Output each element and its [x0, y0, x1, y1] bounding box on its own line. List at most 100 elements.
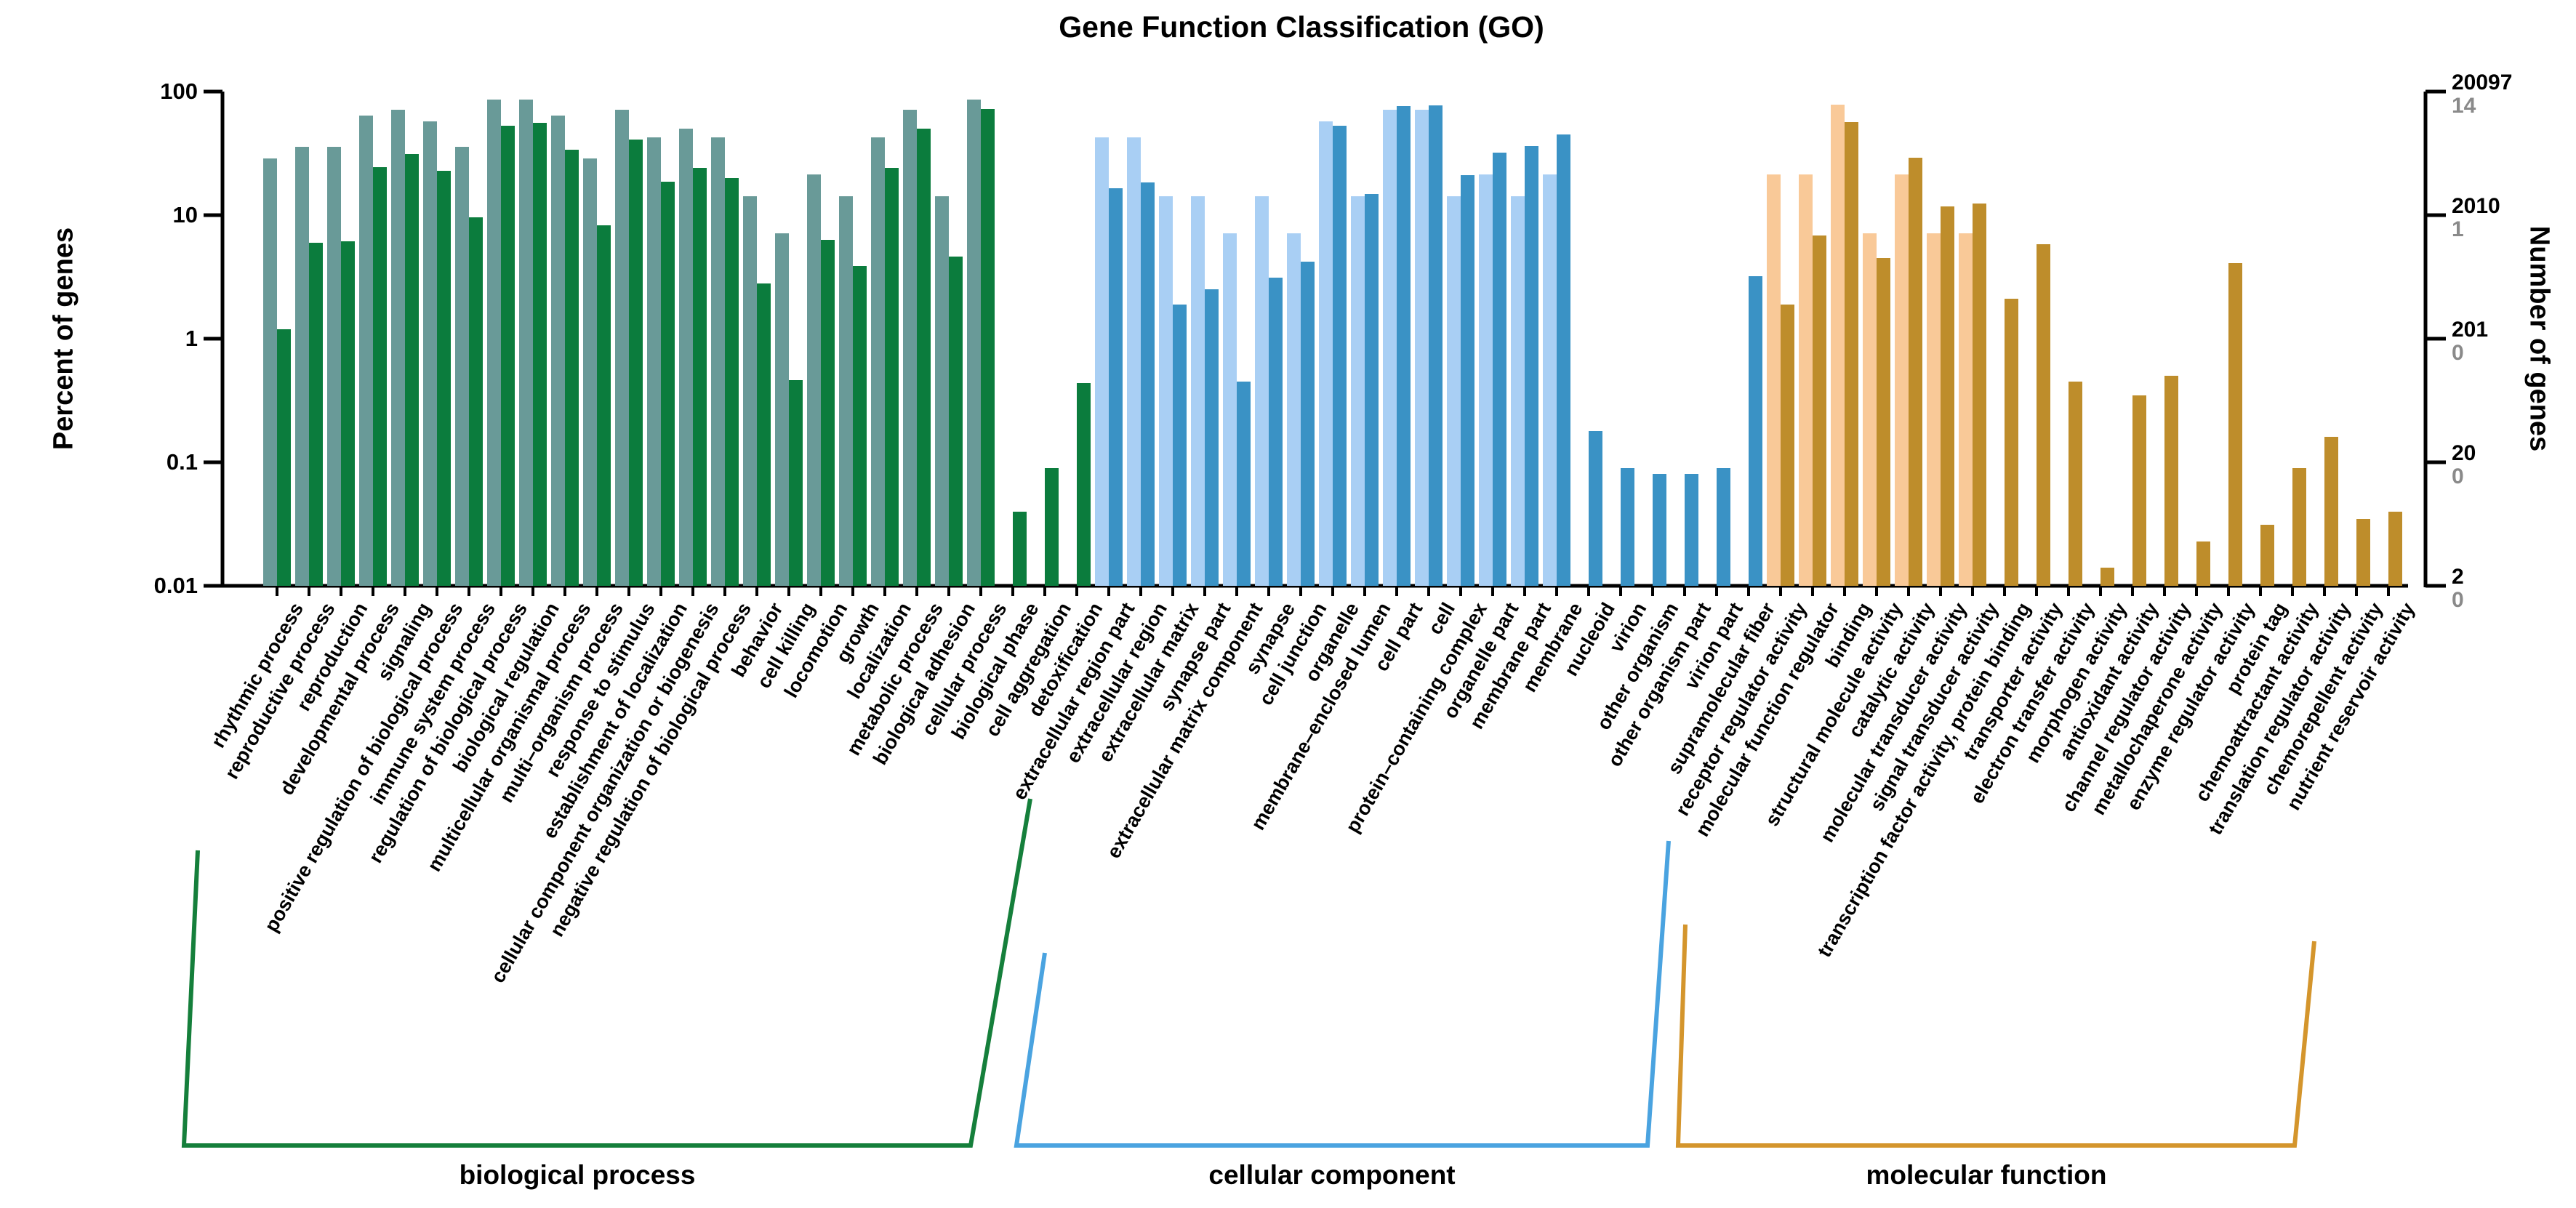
bar-dark — [1205, 289, 1219, 586]
bar-light — [263, 158, 277, 586]
bar-light — [647, 137, 661, 586]
bar-dark — [2292, 467, 2306, 586]
right-y-tick-label-black: 2 — [2452, 565, 2464, 589]
bar-light — [423, 121, 437, 586]
bar-dark — [1813, 235, 1826, 586]
bar-dark — [277, 329, 291, 586]
bar-light — [615, 109, 629, 586]
bar-dark — [1045, 467, 1059, 586]
right-y-tick-label-black: 20 — [2452, 441, 2476, 465]
bar-dark — [725, 177, 739, 586]
bar-light — [1255, 196, 1269, 586]
bar-dark — [1077, 382, 1091, 586]
left-y-tick-label: 1 — [185, 326, 198, 351]
bar-dark — [1909, 158, 1922, 586]
bar-dark — [821, 240, 835, 586]
bar-dark — [2100, 568, 2114, 586]
bar-dark — [1525, 146, 1538, 586]
group-bracket-1 — [181, 798, 1032, 1148]
bar-dark — [1493, 153, 1506, 586]
bar-light — [839, 196, 853, 586]
bar-dark — [2260, 525, 2274, 586]
bar-dark — [533, 122, 547, 586]
bar-dark — [1333, 125, 1347, 586]
group-bracket-2 — [1014, 840, 1671, 1148]
left-y-tick-label: 100 — [160, 78, 198, 104]
bar-light — [295, 147, 309, 586]
bar-dark — [2324, 437, 2338, 586]
bar-dark — [2228, 262, 2242, 586]
bar-light — [455, 147, 469, 586]
bar-dark — [1941, 206, 1954, 586]
bar-light — [1191, 196, 1205, 586]
bar-light — [1287, 233, 1301, 586]
bar-light — [711, 137, 725, 586]
bar-light — [1479, 174, 1493, 586]
bar-light — [1095, 137, 1109, 586]
bar-dark — [1429, 105, 1443, 586]
group-label: biological process — [459, 1160, 696, 1190]
chart-title: Gene Function Classification (GO) — [1059, 10, 1544, 44]
bar-dark — [1589, 430, 1602, 586]
bar-dark — [597, 225, 611, 586]
bar-light — [679, 129, 693, 586]
bar-light — [871, 137, 885, 586]
bar-light — [1319, 121, 1333, 586]
bar-dark — [1749, 276, 1762, 586]
bar-light — [1767, 174, 1781, 586]
bar-dark — [469, 217, 483, 586]
bar-dark — [1973, 204, 1986, 586]
bar-light — [1127, 137, 1141, 586]
bar-dark — [2356, 518, 2370, 586]
bar-dark — [1397, 106, 1411, 586]
bar-dark — [1461, 175, 1474, 586]
bar-light — [775, 233, 789, 586]
right-y-tick-label-black: 20097 — [2452, 71, 2513, 94]
bar-dark — [309, 242, 323, 586]
bar-dark — [501, 125, 515, 586]
bar-dark — [405, 154, 419, 586]
bar-dark — [1301, 262, 1315, 586]
bar-dark — [2037, 244, 2050, 586]
bar-light — [551, 115, 565, 586]
bar-light — [903, 109, 917, 586]
right-y-tick-label-gray: 1 — [2452, 217, 2464, 241]
bar-dark — [2132, 395, 2146, 586]
group-label: molecular function — [1866, 1160, 2107, 1190]
bar-dark — [1237, 381, 1251, 586]
bar-dark — [1141, 182, 1155, 586]
right-y-tick-label-gray: 0 — [2452, 588, 2464, 612]
bar-light — [967, 100, 981, 586]
bar-dark — [917, 129, 931, 586]
right-y-tick-label-black: 2010 — [2452, 194, 2500, 218]
bar-dark — [1877, 257, 1890, 586]
bar-dark — [1173, 304, 1187, 586]
group-bracket-3 — [1675, 924, 2316, 1148]
bar-dark — [789, 380, 803, 586]
bar-light — [391, 109, 405, 586]
bar-light — [1511, 196, 1525, 586]
bar-dark — [853, 265, 867, 586]
bar-light — [1351, 196, 1365, 586]
bar-light — [1799, 174, 1813, 586]
bar-light — [935, 196, 949, 586]
bar-dark — [341, 241, 355, 586]
right-y-tick-label-black: 201 — [2452, 318, 2489, 342]
bar-dark — [1621, 467, 1634, 586]
bar-dark — [885, 168, 899, 586]
bar-dark — [1269, 278, 1283, 586]
bar-light — [359, 115, 373, 586]
bar-dark — [629, 139, 643, 586]
right-y-tick-label-gray: 14 — [2452, 94, 2476, 118]
bar-dark — [1717, 467, 1730, 586]
bar-light — [807, 174, 821, 586]
left-y-tick-label: 0.1 — [166, 449, 198, 475]
bar-light — [743, 196, 757, 586]
bar-dark — [2164, 376, 2178, 586]
bar-dark — [437, 170, 451, 586]
bar-dark — [661, 181, 675, 586]
bar-light — [1159, 196, 1173, 586]
bar-dark — [1653, 474, 1666, 586]
